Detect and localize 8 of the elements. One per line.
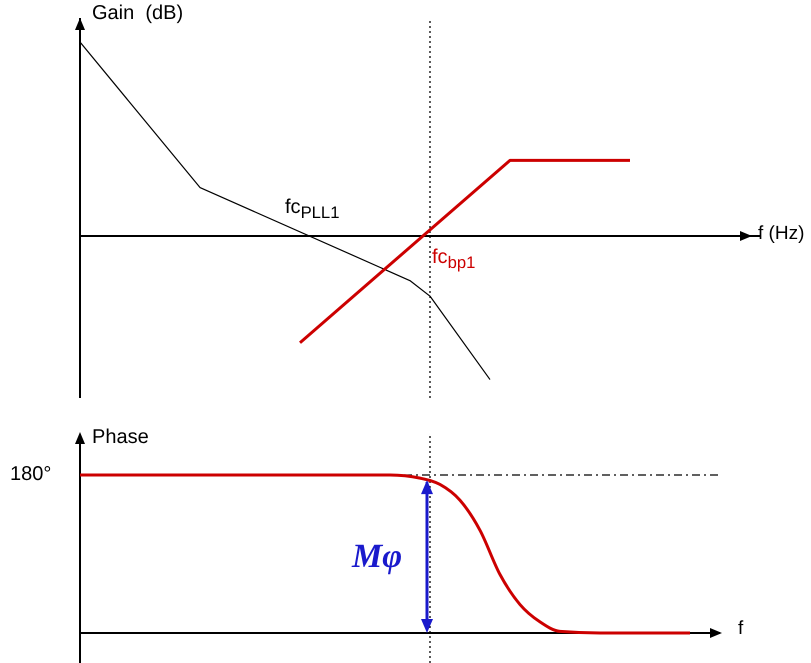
- annotation: Mφ: [352, 538, 402, 576]
- annotation: fc$_{bp1}$: [432, 246, 476, 273]
- x-axis-title: f: [738, 618, 744, 640]
- x-axis-title: f (Hz): [758, 223, 804, 245]
- annotation: fc$_{PLL1}$: [285, 196, 340, 223]
- text: 180°: [10, 463, 52, 486]
- y-axis-title: Phase: [92, 426, 149, 449]
- y-axis-title: Gain (dB): [92, 2, 184, 25]
